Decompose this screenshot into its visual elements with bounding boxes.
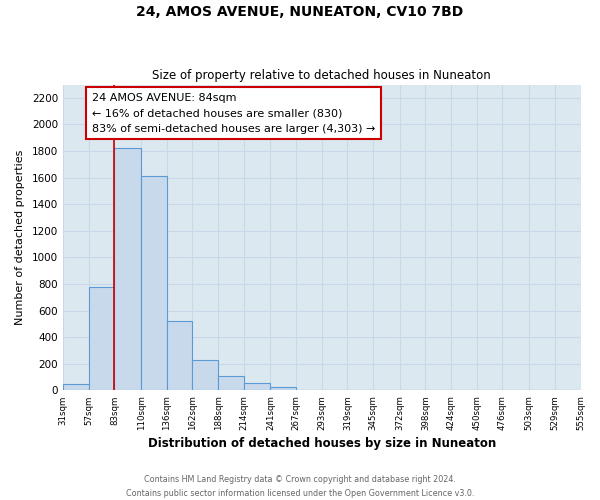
Bar — [244, 383, 271, 390]
Text: 24, AMOS AVENUE, NUNEATON, CV10 7BD: 24, AMOS AVENUE, NUNEATON, CV10 7BD — [136, 5, 464, 19]
X-axis label: Distribution of detached houses by size in Nuneaton: Distribution of detached houses by size … — [148, 437, 496, 450]
Text: Contains HM Land Registry data © Crown copyright and database right 2024.
Contai: Contains HM Land Registry data © Crown c… — [126, 476, 474, 498]
Bar — [89, 286, 115, 391]
Bar — [167, 321, 193, 390]
Title: Size of property relative to detached houses in Nuneaton: Size of property relative to detached ho… — [152, 69, 491, 82]
Bar — [271, 387, 296, 390]
Y-axis label: Number of detached properties: Number of detached properties — [15, 150, 25, 325]
Bar — [193, 360, 218, 390]
Bar — [218, 376, 244, 390]
Bar — [115, 148, 141, 390]
Bar — [63, 384, 89, 390]
Bar — [141, 176, 167, 390]
Text: 24 AMOS AVENUE: 84sqm
← 16% of detached houses are smaller (830)
83% of semi-det: 24 AMOS AVENUE: 84sqm ← 16% of detached … — [92, 92, 375, 134]
